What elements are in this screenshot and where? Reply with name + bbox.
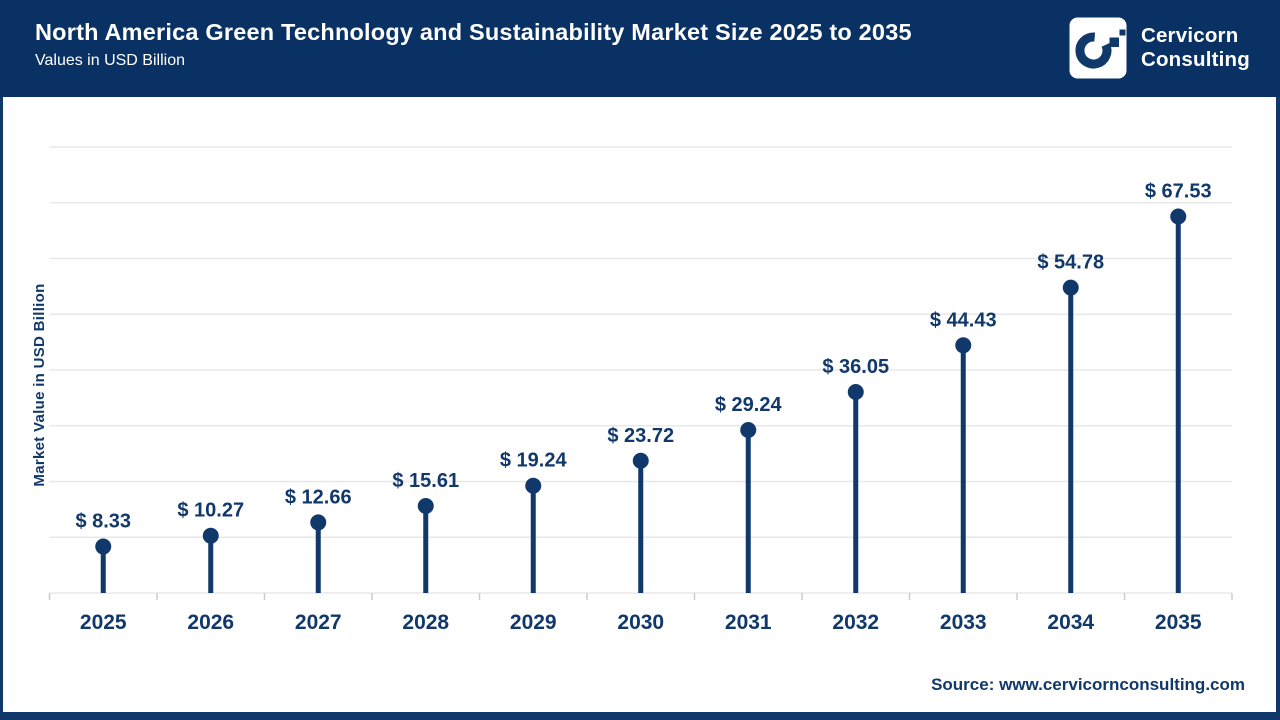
data-point-2026 — [202, 527, 219, 544]
header-titles: North America Green Technology and Susta… — [35, 19, 912, 70]
header-band: North America Green Technology and Susta… — [0, 0, 1280, 97]
data-point-2033 — [955, 337, 972, 354]
x-tick-label-2032: 2032 — [832, 611, 879, 634]
x-tick-label-2026: 2026 — [187, 611, 234, 634]
data-point-2029 — [525, 477, 542, 494]
data-point-2032 — [847, 384, 864, 401]
brand-name: Cervicorn Consulting — [1141, 24, 1250, 72]
brand-logo: Cervicorn Consulting — [1069, 17, 1250, 79]
value-label-2034: $ 54.78 — [1037, 252, 1104, 274]
value-label-2032: $ 36.05 — [822, 356, 889, 378]
value-label-2025: $ 8.33 — [75, 511, 131, 533]
x-tick-label-2030: 2030 — [617, 611, 664, 634]
x-tick-label-2029: 2029 — [510, 611, 557, 634]
x-tick-label-2025: 2025 — [80, 611, 127, 634]
page-title: North America Green Technology and Susta… — [35, 19, 912, 45]
data-point-2025 — [95, 538, 112, 555]
y-axis-title: Market Value in USD Billion — [31, 283, 48, 486]
data-point-2031 — [740, 421, 757, 438]
data-point-2030 — [632, 452, 649, 469]
source-credit: Source: www.cervicornconsulting.com — [931, 675, 1245, 694]
value-label-2026: $ 10.27 — [177, 500, 244, 522]
value-label-2035: $ 67.53 — [1145, 181, 1212, 203]
x-tick-label-2034: 2034 — [1047, 611, 1094, 634]
brand-name-line1: Cervicorn — [1140, 23, 1239, 47]
x-tick-label-2028: 2028 — [402, 611, 449, 634]
value-label-2033: $ 44.43 — [930, 309, 997, 331]
value-label-2027: $ 12.66 — [285, 486, 352, 508]
data-point-2035 — [1170, 208, 1187, 225]
data-point-2027 — [310, 514, 327, 531]
cervicorn-logo-icon — [1069, 17, 1127, 79]
value-label-2028: $ 15.61 — [392, 470, 459, 492]
value-label-2029: $ 19.24 — [500, 450, 568, 472]
x-tick-label-2031: 2031 — [725, 611, 772, 634]
x-tick-label-2035: 2035 — [1155, 611, 1202, 634]
data-point-2028 — [417, 497, 434, 514]
brand-name-line2: Consulting — [1140, 48, 1250, 71]
x-tick-label-2027: 2027 — [295, 611, 342, 634]
value-label-2030: $ 23.72 — [607, 425, 674, 447]
data-point-2034 — [1062, 279, 1079, 296]
page-subtitle: Values in USD Billion — [35, 52, 185, 69]
value-label-2031: $ 29.24 — [715, 394, 783, 416]
x-tick-label-2033: 2033 — [940, 611, 987, 634]
